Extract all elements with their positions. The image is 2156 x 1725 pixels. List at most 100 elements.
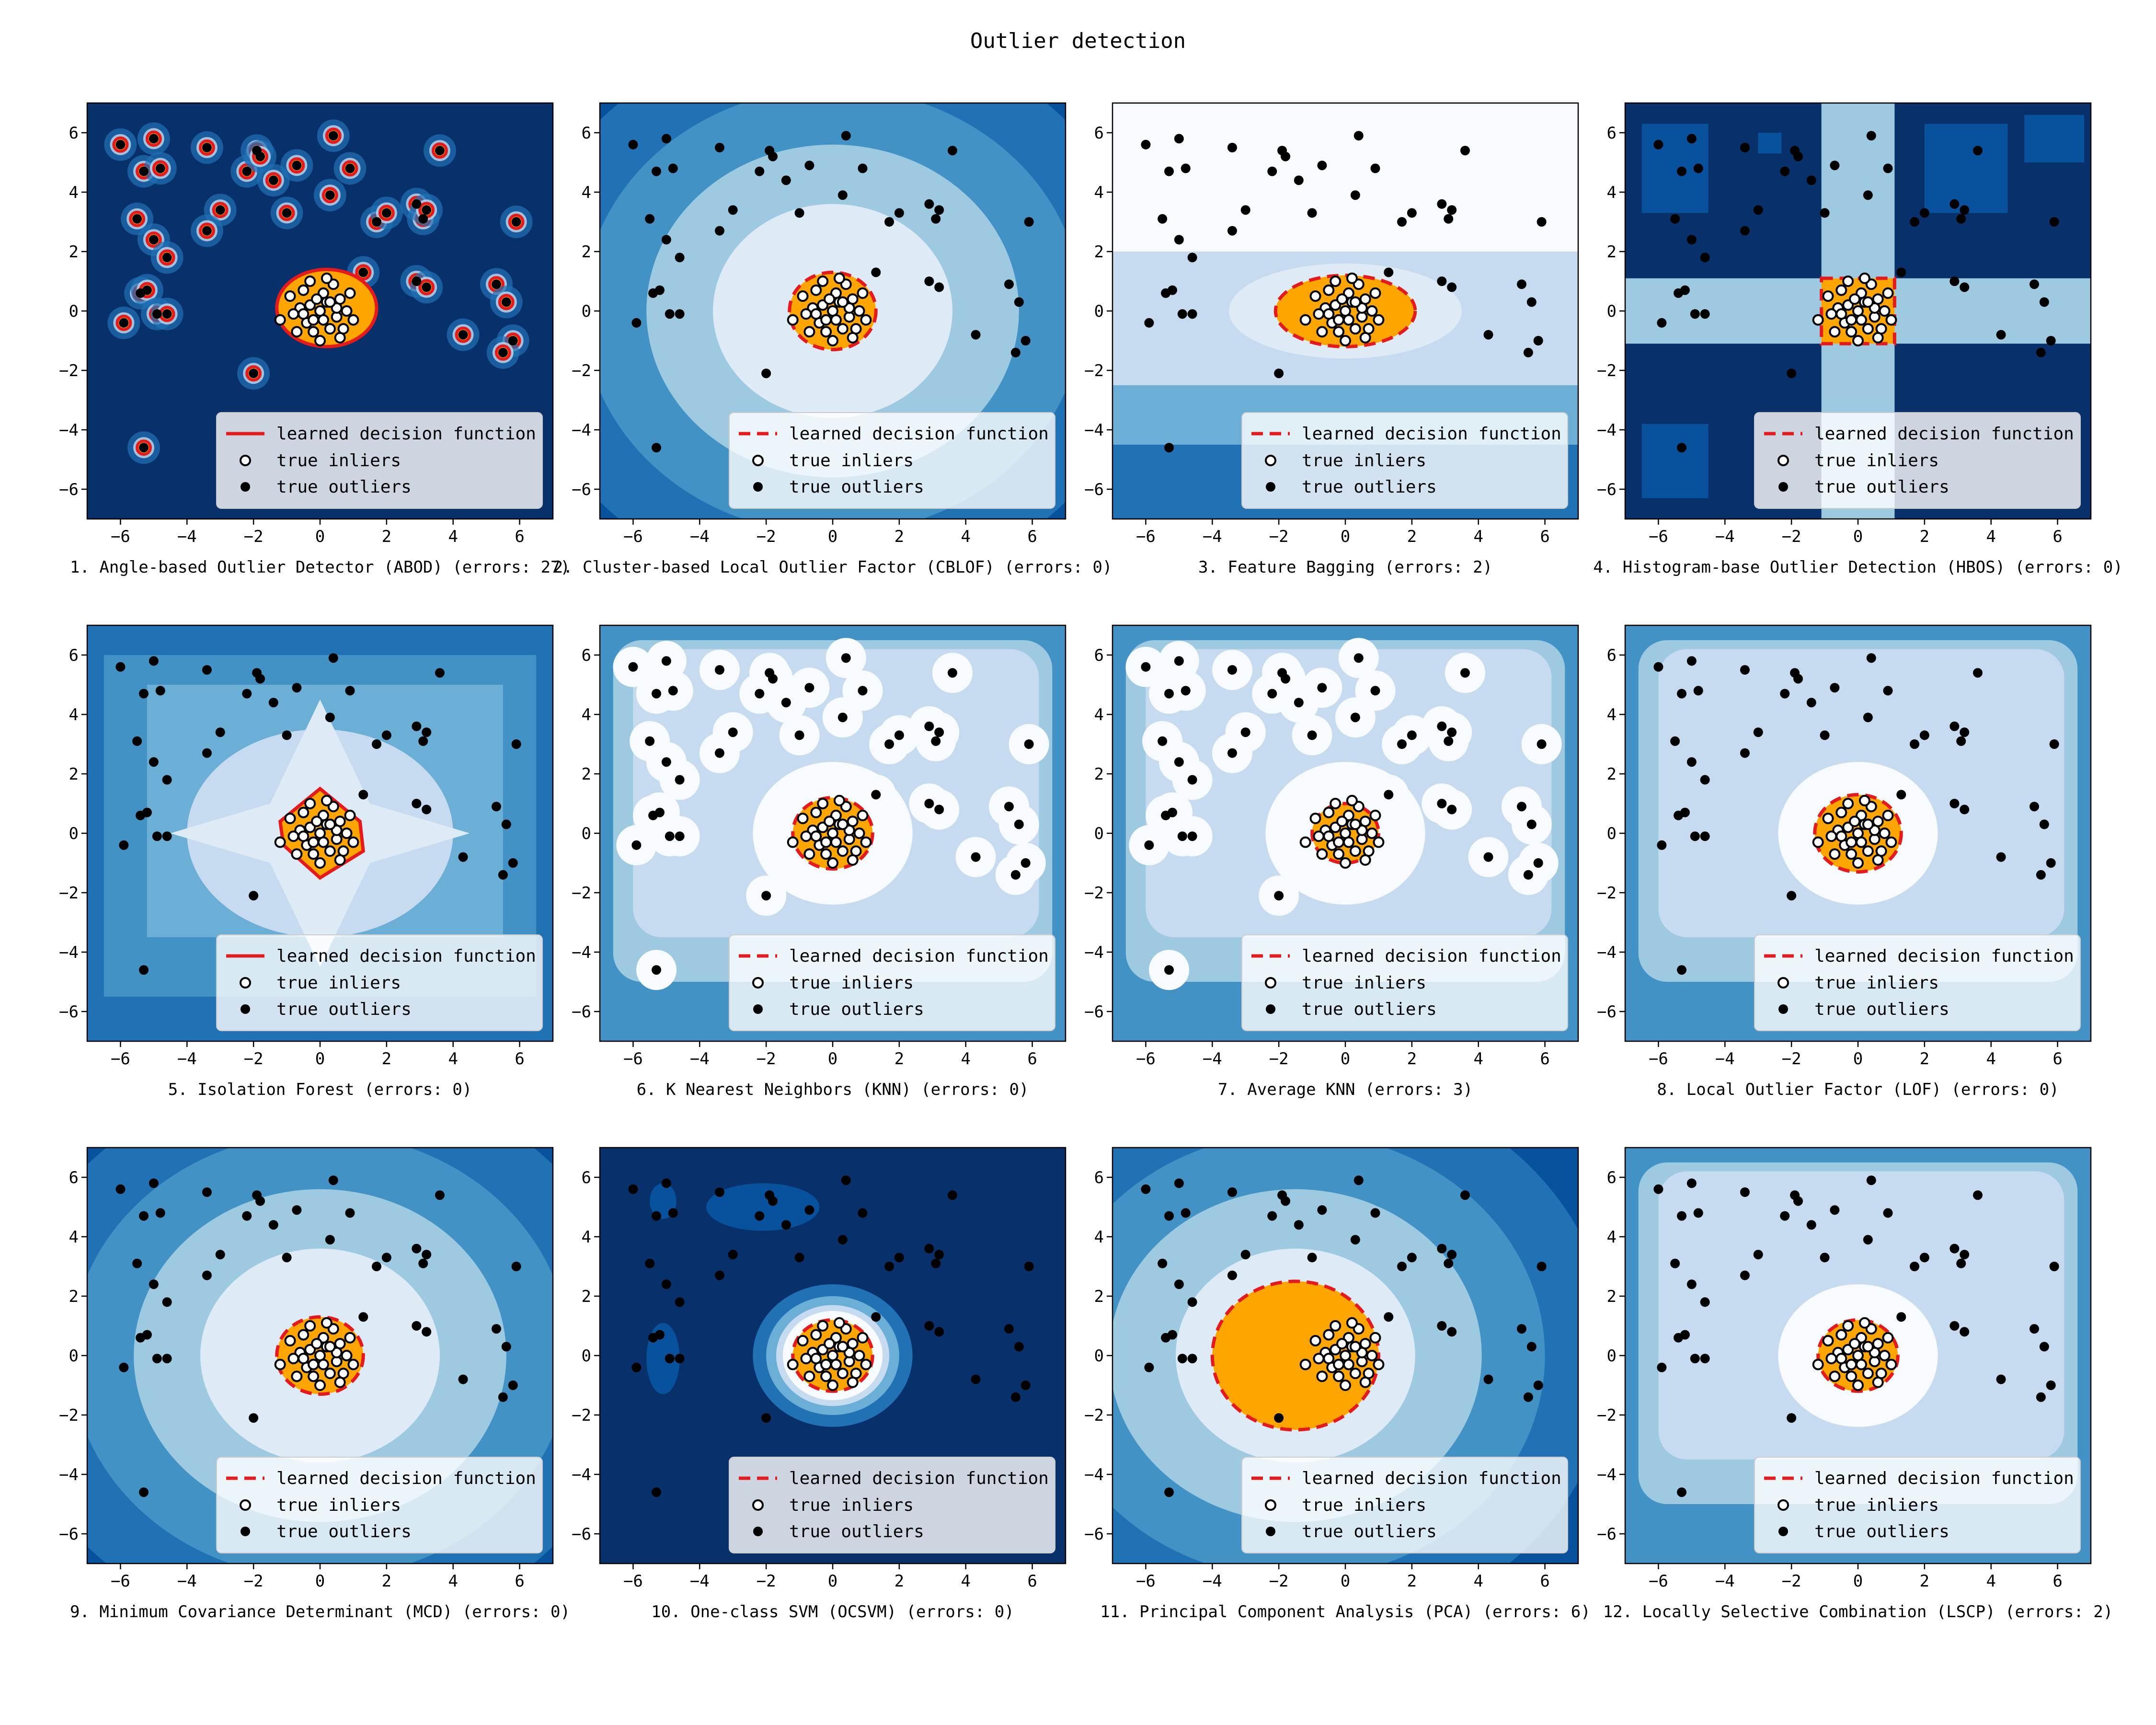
x-tick-label: 6 [2053,1049,2062,1069]
inlier-point [1369,1332,1381,1344]
x-tick-label: −4 [690,1049,710,1069]
inlier-point [1858,1317,1870,1329]
outlier-point [1370,1208,1380,1218]
legend-inliers-label: true inliers [789,973,914,993]
outlier-point [2049,1262,2059,1271]
outlier-point [458,330,468,340]
outlier-point [675,1354,685,1364]
inlier-point [1852,1380,1864,1391]
inlier-point [820,836,832,848]
inlier-point [1313,830,1325,842]
outlier-point [1447,205,1457,215]
x-tick-label: 6 [2053,1572,2062,1591]
outlier-point [1307,730,1317,740]
outlier-point [1024,217,1034,227]
legend-inliers-label: true inliers [1302,973,1426,993]
learned-decision-function [1210,1279,1380,1432]
outlier-point [804,683,814,693]
inlier-point [317,836,329,848]
outlier-point [418,736,428,746]
y-tick-label: 0 [69,302,79,321]
outlier-point [242,1211,252,1221]
inlier-point [321,272,333,284]
outlier-point [1317,683,1327,693]
subplot-caption: 3. Feature Bagging (errors: 2) [1198,558,1492,577]
x-tick-label: 6 [2053,527,2062,546]
inlier-point [298,1353,310,1365]
outlier-point [1740,1187,1750,1197]
outlier-point [215,1250,225,1260]
outlier-point [1960,1250,1970,1260]
inlier-point [298,806,310,818]
inlier-point [311,293,323,305]
subplot-8: −6 −4 −2 0 2 4 6 −6 −4 −2 0 2 4 6 8. Local Outlier Fac… [1597,624,2092,1099]
outlier-point [668,1208,678,1218]
outlier-point [1164,965,1174,975]
outlier-point [325,713,335,723]
outlier-point [934,1250,944,1260]
outlier-point [645,736,655,746]
outlier-point [1010,870,1021,880]
outlier-point [381,730,391,740]
inlier-point [1349,323,1361,335]
inlier-point [833,794,845,806]
outlier-point [794,1253,804,1263]
x-tick-label: −2 [244,1049,264,1069]
outlier-point [1677,443,1687,453]
outlier-point [631,840,642,850]
outlier-point [202,143,212,152]
outlier-point [804,1205,814,1215]
x-tick-label: −4 [1715,527,1735,546]
inlier-point [1846,326,1858,338]
outlier-point [652,443,662,453]
y-tick-label: −2 [1597,884,1617,903]
outlier-point [1177,1354,1187,1364]
x-tick-label: −4 [177,1049,197,1069]
outlier-point [142,807,152,817]
inlier-point [1333,326,1345,338]
inlier-point [1323,284,1335,296]
outlier-point [1883,1208,1893,1218]
outlier-point [1537,217,1547,227]
outlier-point [931,214,941,224]
y-tick-label: −6 [1597,480,1617,499]
outlier-point [508,1380,518,1390]
outlier-point [1384,1312,1394,1322]
y-tick-label: −4 [1084,1465,1104,1484]
inlier-point [311,1338,323,1350]
x-tick-label: 6 [1540,527,1549,546]
outlier-point [1740,226,1750,236]
outlier-point [1956,214,1966,224]
outlier-point [1267,689,1277,699]
y-tick-label: 6 [69,646,79,665]
outlier-point [1956,1258,1966,1268]
outlier-point [1167,807,1177,817]
outlier-point [714,226,724,236]
outlier-point [1680,1330,1690,1340]
legend: learned decision function true inliers tru… [729,934,1055,1031]
inlier-point [1879,1350,1891,1361]
y-tick-label: 2 [1607,242,1617,262]
inlier-point [824,816,836,828]
inlier-point [324,818,336,830]
outlier-point [1240,727,1250,737]
x-tick-label: 6 [1540,1049,1549,1069]
legend-inlier-marker [240,455,251,466]
inlier-point [827,335,838,346]
outlier-point [1158,214,1168,224]
outlier-point [1141,662,1151,672]
x-tick-label: 2 [895,527,904,546]
outlier-point [871,267,881,277]
outlier-point [142,285,152,295]
legend-inlier-marker [752,977,764,989]
inlier-point [810,806,822,818]
legend-outliers-label: true outliers [1302,1000,1437,1019]
inlier-point [1835,284,1847,296]
outlier-point [794,730,804,740]
outlier-point [325,1235,335,1245]
y-tick-label: −6 [1597,1002,1617,1022]
outlier-point [1866,1175,1876,1185]
outlier-point [1516,1324,1526,1334]
inlier-point [284,1335,296,1346]
outlier-point [628,662,638,672]
